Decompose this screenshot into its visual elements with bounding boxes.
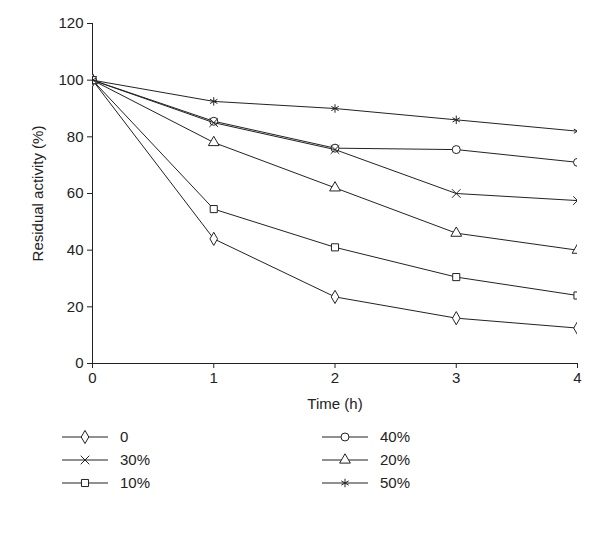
html-text:50%: 50%	[380, 474, 410, 491]
svg-text:60: 60	[67, 184, 84, 201]
svg-text:3: 3	[452, 369, 460, 386]
svg-text:120: 120	[58, 14, 83, 31]
html-text:40%: 40%	[380, 428, 410, 445]
svg-text:80: 80	[67, 128, 84, 145]
svg-text:0: 0	[88, 369, 96, 386]
html-text:0: 0	[120, 428, 129, 445]
html-text:10%: 10%	[120, 474, 150, 491]
svg-text:1: 1	[210, 369, 218, 386]
svg-text:100: 100	[58, 71, 83, 88]
svg-text:20: 20	[67, 298, 84, 315]
svg-text:Residual activity (%): Residual activity (%)	[29, 126, 46, 262]
svg-text:0: 0	[75, 354, 83, 371]
svg-text:2: 2	[331, 369, 339, 386]
svg-text:4: 4	[573, 369, 581, 386]
html-text:20%: 20%	[380, 451, 410, 468]
svg-text:40: 40	[67, 241, 84, 258]
svg-text:Time (h): Time (h)	[307, 395, 362, 412]
html-text:30%: 30%	[120, 451, 150, 468]
